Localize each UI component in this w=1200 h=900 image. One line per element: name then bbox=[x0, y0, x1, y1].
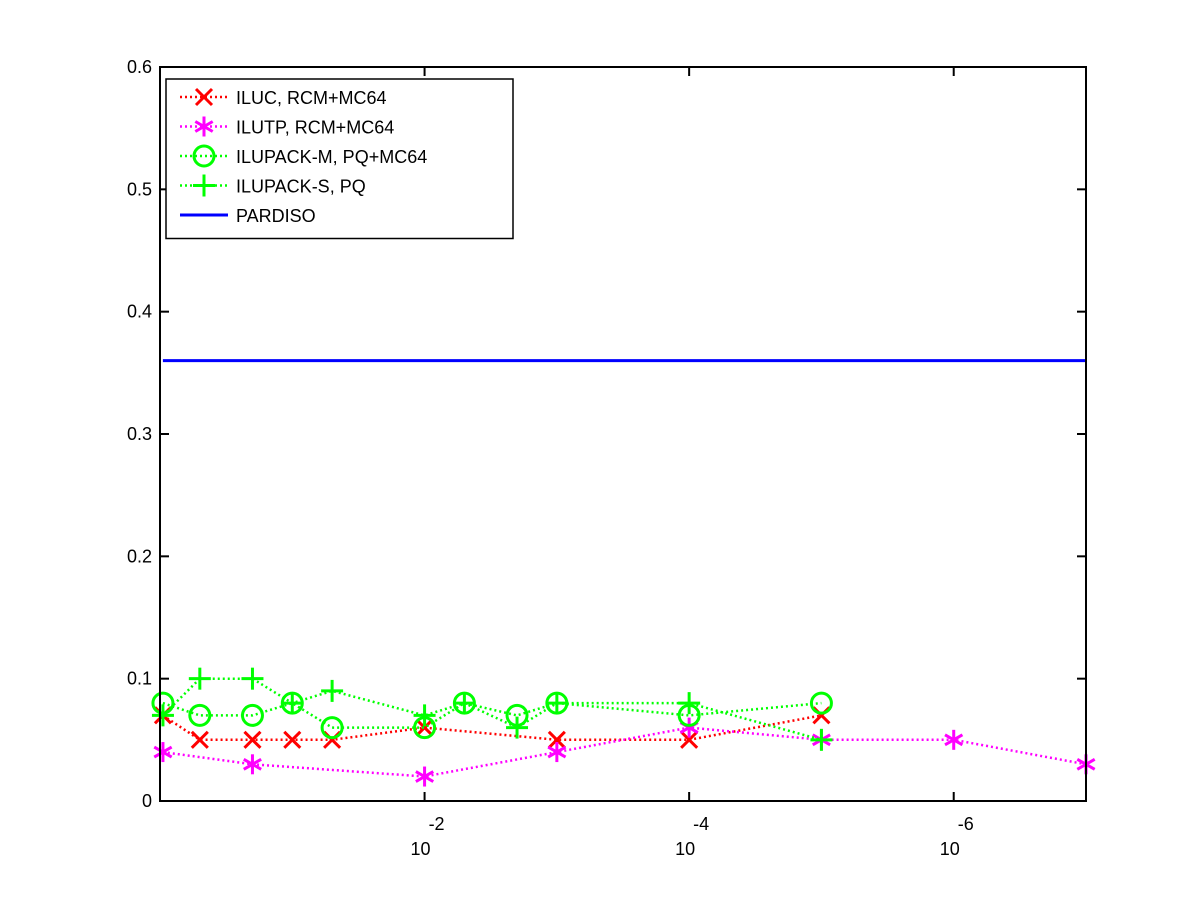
data-point-ilupack-s-pq-2 bbox=[241, 667, 264, 690]
data-point-ilupack-s-pq-3 bbox=[281, 692, 304, 715]
data-point-ilupack-s-pq-0 bbox=[151, 704, 174, 727]
y-tick-label: 0 bbox=[142, 791, 152, 811]
series-iluc-rcm-mc64 bbox=[153, 706, 831, 749]
data-point-ilutp-rcm-mc64-2 bbox=[415, 766, 435, 787]
data-point-ilutp-rcm-mc64-0 bbox=[153, 742, 173, 763]
data-point-iluc-rcm-mc64-7 bbox=[680, 730, 699, 749]
data-point-ilupack-s-pq-4 bbox=[321, 679, 344, 702]
legend-label-pardiso: PARDISO bbox=[236, 206, 316, 226]
x-tick-label-exponent: -6 bbox=[958, 814, 974, 834]
x-tick-label-exponent: -4 bbox=[693, 814, 709, 834]
legend: ILUC, RCM+MC64 ILUTP, RCM+MC64 ILUPACK-M, … bbox=[165, 78, 514, 240]
axes-layer: 0 0.1 0.2 0.3 0.4 0.5 0.6 10 -2 10 -4 10 -6 bbox=[127, 57, 1087, 859]
y-tick-label: 0.2 bbox=[127, 546, 152, 566]
y-tick-label: 0.3 bbox=[127, 424, 152, 444]
y-tick-label: 0.4 bbox=[127, 302, 152, 322]
x-tick-label-base: 10 bbox=[675, 839, 695, 859]
legend-marker-iluc-rcm-mc64 bbox=[194, 87, 214, 107]
data-point-ilutp-rcm-mc64-1 bbox=[243, 754, 262, 775]
legend-box bbox=[165, 78, 514, 240]
x-tick-label-base: 10 bbox=[940, 839, 960, 859]
data-point-ilupack-s-pq-10 bbox=[810, 728, 833, 751]
legend-marker-ilutp-rcm-mc64 bbox=[194, 116, 214, 137]
legend-label-iluc-rcm-mc64: ILUC, RCM+MC64 bbox=[236, 88, 387, 108]
data-point-iluc-rcm-mc64-1 bbox=[190, 730, 209, 749]
data-point-ilupack-s-pq-6 bbox=[453, 692, 476, 715]
y-tick-label: 0.5 bbox=[127, 179, 152, 199]
data-point-ilupack-s-pq-5 bbox=[413, 704, 436, 727]
series-line-ilutp-rcm-mc64 bbox=[162, 726, 1087, 778]
x-tick-label-exponent: -2 bbox=[429, 814, 445, 834]
series-ilupack-s-pq bbox=[151, 667, 833, 751]
data-point-ilupack-s-pq-9 bbox=[678, 692, 701, 715]
data-point-iluc-rcm-mc64-6 bbox=[547, 730, 566, 749]
series-layer bbox=[151, 359, 1096, 787]
data-point-iluc-rcm-mc64-3 bbox=[283, 730, 302, 749]
data-point-ilutp-rcm-mc64-3 bbox=[547, 742, 567, 763]
x-tick-label-base: 10 bbox=[411, 839, 431, 859]
legend-marker-ilupack-m-pq-mc64 bbox=[192, 144, 216, 168]
data-point-ilupack-m-pq-mc64-2 bbox=[240, 703, 264, 727]
data-point-ilupack-m-pq-mc64-1 bbox=[188, 703, 212, 727]
data-point-ilupack-s-pq-8 bbox=[545, 692, 568, 715]
y-tick-label: 0.1 bbox=[127, 669, 152, 689]
data-point-iluc-rcm-mc64-2 bbox=[243, 730, 262, 749]
y-tick-label: 0.6 bbox=[127, 57, 152, 77]
data-point-ilutp-rcm-mc64-6 bbox=[944, 729, 964, 750]
legend-label-ilupack-m-pq-mc64: ILUPACK-M, PQ+MC64 bbox=[236, 147, 427, 167]
data-point-ilupack-m-pq-mc64-4 bbox=[320, 716, 344, 740]
legend-label-ilutp-rcm-mc64: ILUTP, RCM+MC64 bbox=[236, 118, 394, 138]
data-point-iluc-rcm-mc64-5 bbox=[415, 718, 434, 737]
legend-marker-ilupack-s-pq bbox=[193, 174, 215, 197]
legend-label-ilupack-s-pq: ILUPACK-S, PQ bbox=[236, 177, 366, 197]
data-point-ilupack-s-pq-7 bbox=[506, 716, 529, 739]
data-point-ilupack-m-pq-mc64-10 bbox=[809, 691, 833, 715]
data-point-ilupack-s-pq-1 bbox=[188, 667, 211, 690]
series-ilutp-rcm-mc64 bbox=[153, 717, 1096, 787]
